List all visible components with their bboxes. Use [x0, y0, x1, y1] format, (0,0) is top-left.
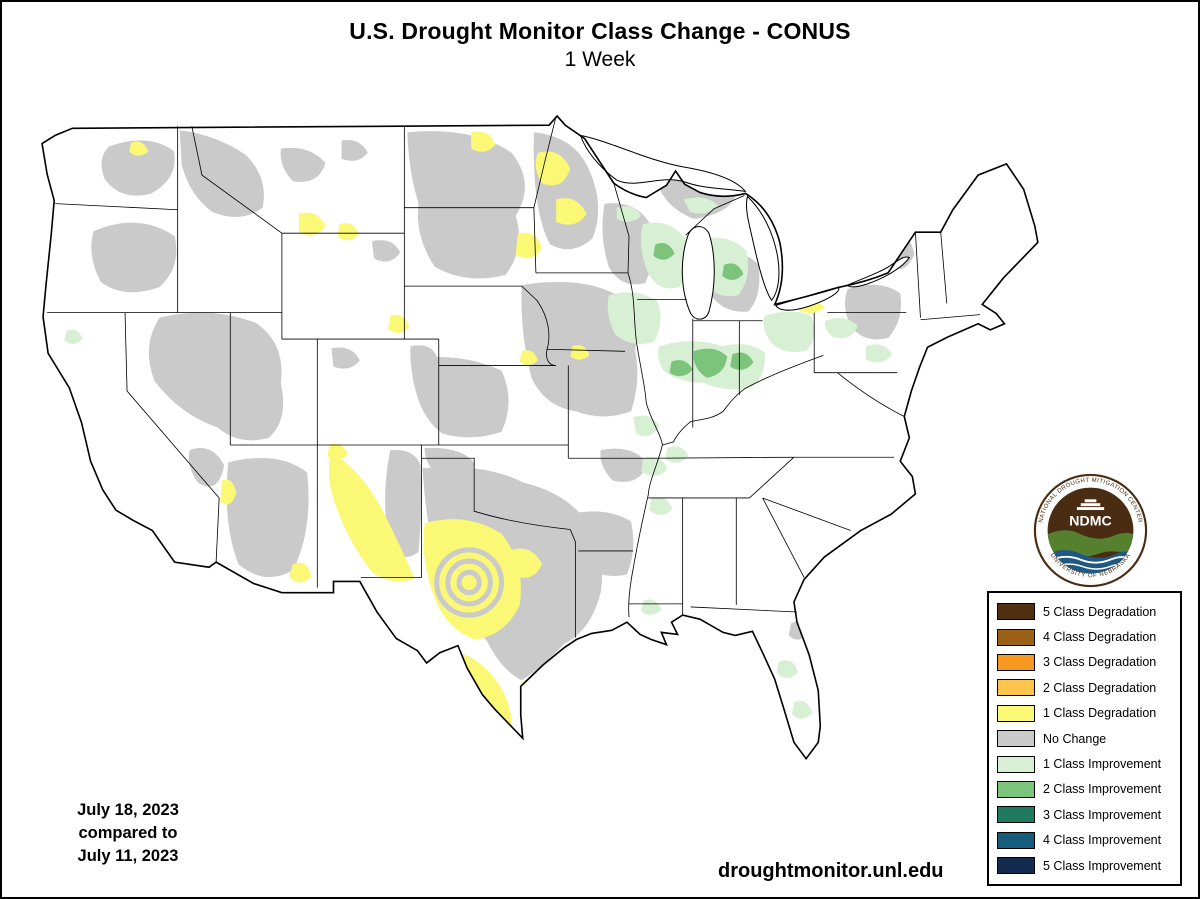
conus-drought-class-change-map	[41, 115, 1039, 760]
legend-item-deg1: 1 Class Degradation	[997, 701, 1176, 726]
page-title: U.S. Drought Monitor Class Change - CONU…	[349, 18, 851, 44]
legend-swatch	[997, 704, 1035, 722]
legend-swatch	[997, 755, 1035, 773]
legend-label: No Change	[1043, 731, 1107, 746]
legend-items: 5 Class Degradation 4 Class Degradation 3 …	[997, 599, 1176, 878]
legend-swatch	[997, 831, 1035, 849]
texas-swirl-rings	[434, 547, 505, 618]
great-lakes	[579, 134, 911, 320]
current-date: July 18, 2023	[77, 801, 179, 819]
compared-label: compared to	[78, 823, 178, 842]
previous-date: July 11, 2023	[77, 846, 179, 865]
lake-superior	[579, 134, 747, 193]
legend-label: 5 Class Degradation	[1043, 604, 1157, 619]
legend-item-imp2: 2 Class Improvement	[997, 777, 1176, 802]
legend-swatch	[997, 806, 1035, 824]
legend-swatch	[997, 653, 1035, 671]
legend-label: 1 Class Improvement	[1043, 757, 1162, 772]
state-borders	[47, 115, 981, 638]
map-legend: 5 Class Degradation 4 Class Degradation 3 …	[987, 591, 1182, 887]
legend-swatch	[997, 679, 1035, 697]
legend-swatch	[997, 780, 1035, 798]
improvement-2-areas	[653, 243, 754, 378]
legend-item-deg2: 2 Class Degradation	[997, 675, 1176, 700]
legend-swatch	[997, 603, 1035, 621]
legend-swatch	[997, 628, 1035, 646]
legend-label: 1 Class Degradation	[1043, 706, 1157, 721]
lake-huron	[746, 195, 780, 302]
legend-item-imp1: 1 Class Improvement	[997, 751, 1176, 776]
lake-michigan	[681, 226, 715, 320]
date-range: July 18, 2023 compared to July 11, 2023	[54, 799, 202, 867]
ndmc-logo: NDMC NATIONAL DROUGHT MITIGATION CENTER …	[1033, 473, 1148, 588]
legend-swatch	[997, 730, 1035, 748]
legend-item-deg5: 5 Class Degradation	[997, 599, 1176, 624]
degradation-1-areas	[129, 131, 825, 738]
footer-url: droughtmonitor.unl.edu	[718, 860, 944, 882]
logo-green-band	[1047, 530, 1134, 557]
legend-swatch	[997, 857, 1035, 875]
logo-acronym: NDMC	[1069, 513, 1111, 529]
legend-label: 3 Class Improvement	[1043, 807, 1162, 822]
legend-label: 4 Class Improvement	[1043, 833, 1162, 848]
page-subtitle: 1 Week	[564, 48, 636, 71]
logo-terrace-icon	[1076, 499, 1105, 511]
legend-item-imp5: 5 Class Improvement	[997, 853, 1176, 878]
legend-item-imp3: 3 Class Improvement	[997, 802, 1176, 827]
logo-wave-line	[1051, 555, 1130, 564]
legend-label: 5 Class Improvement	[1043, 858, 1162, 873]
legend-label: 3 Class Degradation	[1043, 655, 1157, 670]
legend-item-deg3: 3 Class Degradation	[997, 650, 1176, 675]
legend-item-imp4: 4 Class Improvement	[997, 828, 1176, 853]
legend-item-nochange: No Change	[997, 726, 1176, 751]
legend-label: 2 Class Degradation	[1043, 680, 1157, 695]
legend-label: 4 Class Degradation	[1043, 630, 1157, 645]
legend-item-deg4: 4 Class Degradation	[997, 624, 1176, 649]
legend-label: 2 Class Improvement	[1043, 782, 1162, 797]
